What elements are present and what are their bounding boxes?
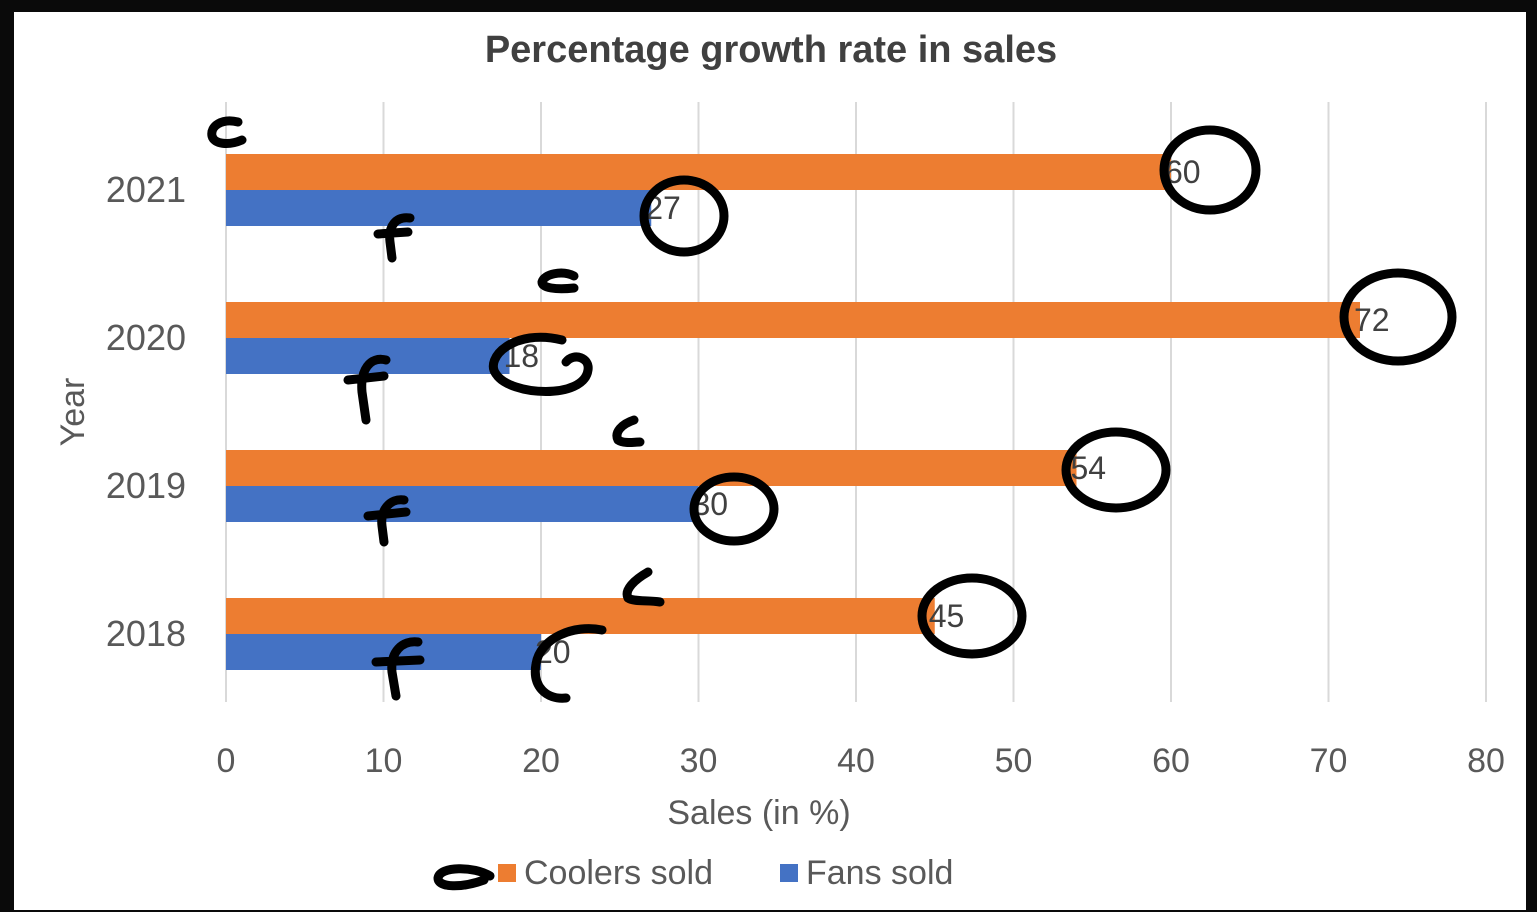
x-axis-title: Sales (in %) [667, 794, 850, 832]
data-label: 72 [1354, 302, 1390, 338]
x-tick-label: 40 [837, 742, 875, 780]
ink-arc [488, 332, 593, 396]
ink-f-mark [363, 495, 411, 547]
y-category-label: 2021 [106, 169, 186, 210]
ink-c-mark [433, 864, 495, 891]
bar-coolers-2020 [226, 302, 1360, 338]
ink-circle [689, 472, 779, 546]
x-tick-label: 70 [1310, 742, 1348, 780]
ink-f-mark [373, 213, 415, 263]
x-tick-label: 20 [522, 742, 560, 780]
ink-circle [1339, 268, 1457, 366]
legend-label-fans: Fans sold [806, 854, 953, 892]
x-tick-labels: 0 10 20 30 40 50 60 70 80 [217, 742, 1505, 780]
bar-fans-2019 [226, 486, 699, 522]
bar-fans-2021 [226, 190, 652, 226]
ink-c-mark [207, 116, 247, 148]
x-tick-label: 80 [1467, 742, 1505, 780]
ink-c-mark [537, 268, 579, 294]
ink-c-mark [622, 567, 665, 607]
x-tick-label: 30 [680, 742, 718, 780]
data-label: 45 [929, 598, 965, 634]
y-category-labels: 2021 2020 2019 2018 [106, 169, 186, 654]
legend: Coolers sold Fans sold [498, 854, 953, 892]
x-tick-label: 60 [1152, 742, 1190, 780]
legend-swatch-fans [780, 864, 798, 882]
ink-circle [917, 573, 1027, 659]
handwritten-annotations [207, 116, 1457, 891]
y-category-label: 2020 [106, 317, 186, 358]
bar-chart: Percentage growth rate in sales 60 72 54 45… [54, 29, 1505, 892]
ink-f-mark [371, 637, 425, 701]
x-tick-label: 0 [217, 742, 236, 780]
chart-title: Percentage growth rate in sales [485, 29, 1057, 71]
ink-arc [530, 624, 607, 703]
ink-f-mark [343, 354, 391, 425]
x-tick-label: 10 [365, 742, 403, 780]
ink-circle [639, 175, 729, 257]
y-axis-title: Year [54, 378, 92, 447]
legend-label-coolers: Coolers sold [524, 854, 713, 892]
legend-swatch-coolers [498, 864, 516, 882]
ink-circle [1159, 125, 1261, 215]
data-label: 54 [1071, 450, 1107, 486]
y-category-label: 2019 [106, 465, 186, 506]
chart-area: Percentage growth rate in sales 60 72 54 45… [14, 12, 1526, 910]
bar-coolers-2019 [226, 450, 1077, 486]
ink-circle [1061, 427, 1171, 513]
bars [226, 154, 1360, 670]
ink-c-mark [612, 415, 645, 447]
x-tick-label: 50 [995, 742, 1033, 780]
y-category-label: 2018 [106, 613, 186, 654]
